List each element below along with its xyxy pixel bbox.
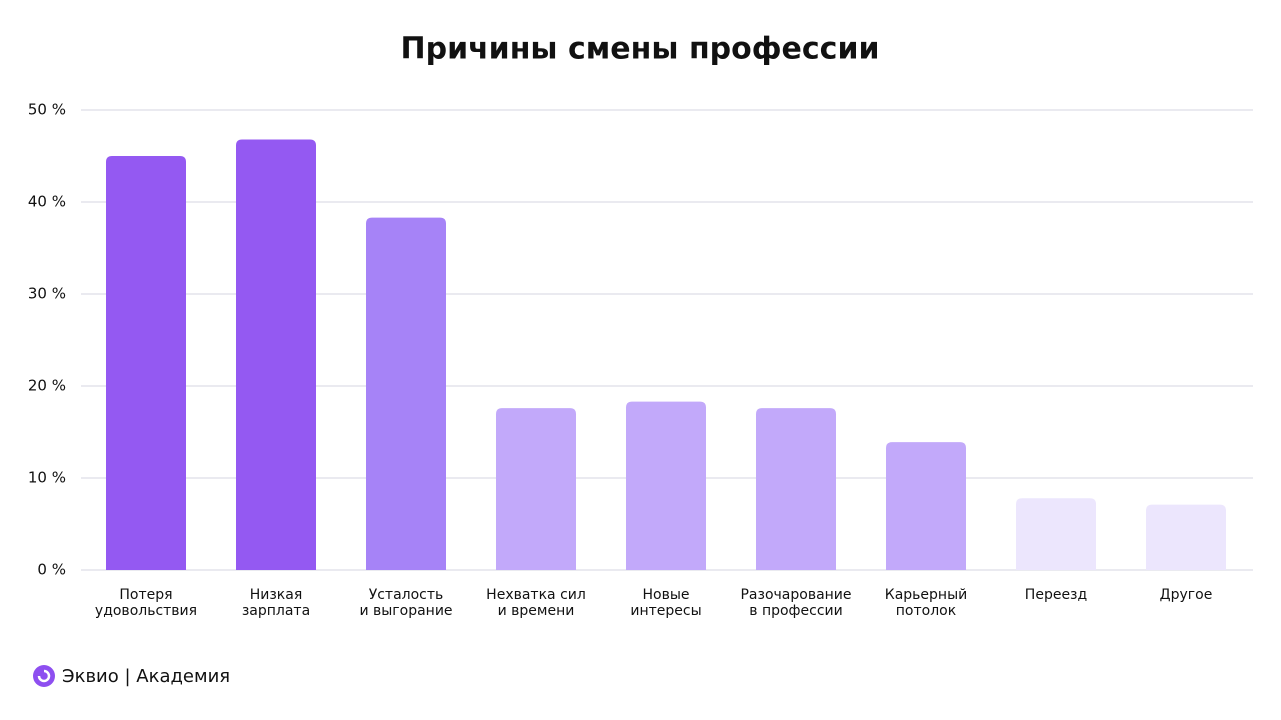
- bar: [1016, 498, 1096, 570]
- logo-icon: [33, 665, 55, 687]
- y-tick-label: 40 %: [28, 193, 66, 211]
- x-tick-label: Переезд: [1024, 587, 1088, 603]
- brand: Эквио | Академия: [62, 666, 230, 687]
- bar: [366, 217, 446, 570]
- bar: [626, 401, 706, 570]
- x-tick-label: Усталость и выгорание: [359, 587, 453, 619]
- x-tick-label: Нехватка сил и времени: [486, 587, 586, 619]
- y-tick-label: 10 %: [28, 469, 66, 487]
- bar: [106, 156, 186, 570]
- logo-mark: [37, 669, 51, 683]
- x-tick-label: Разочарование в профессии: [740, 587, 852, 619]
- y-tick-label: 0 %: [37, 561, 66, 579]
- x-tick-label: Карьерный потолок: [884, 587, 968, 619]
- bar: [1146, 504, 1226, 570]
- bar: [496, 408, 576, 570]
- bar: [756, 408, 836, 570]
- x-tick-label: Новые интересы: [630, 587, 702, 619]
- x-tick-label: Низкая зарплата: [241, 587, 311, 619]
- x-tick-label: Другое: [1159, 587, 1213, 603]
- bar: [236, 139, 316, 570]
- y-tick-label: 20 %: [28, 377, 66, 395]
- y-tick-label: 50 %: [28, 101, 66, 119]
- y-tick-label: 30 %: [28, 285, 66, 303]
- x-tick-label: Потеря удовольствия: [94, 587, 198, 619]
- chart-title: Причины смены профессии: [400, 32, 879, 67]
- bar: [886, 442, 966, 570]
